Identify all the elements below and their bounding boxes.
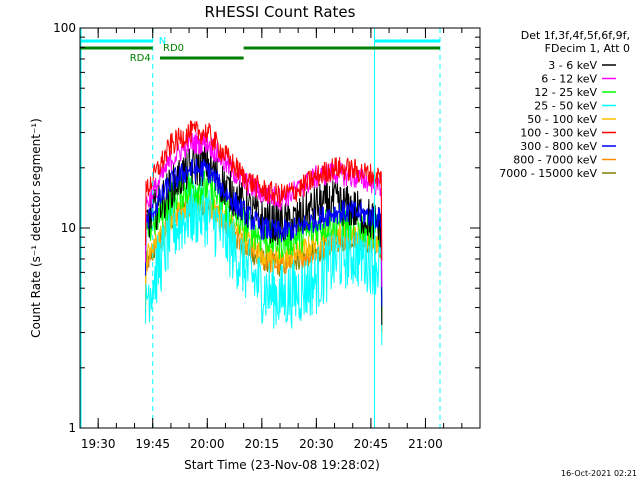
y-tick-label: 100 — [53, 21, 76, 35]
x-tick-label: 19:30 — [81, 437, 116, 451]
legend-label: 800 - 7000 keV — [513, 154, 597, 167]
attenuator-label: RD0 — [163, 43, 184, 54]
series-line-100-300-keV — [144, 120, 383, 261]
legend-label: 6 - 12 keV — [541, 73, 597, 86]
attenuator-label: N — [159, 36, 166, 47]
x-axis-label: Start Time (23-Nov-08 19:28:02) — [184, 458, 380, 472]
footer-timestamp: 16-Oct-2021 02:21 — [561, 469, 637, 478]
x-tick-label: 20:15 — [245, 437, 280, 451]
y-axis-label: Count Rate (s⁻¹ detector segment⁻¹) — [29, 118, 43, 338]
axis-layer: 19:30 19:45 20:00 20:15 20:30 20:45 21:00 1 10 10… — [53, 21, 481, 451]
x-tick-label: 20:30 — [299, 437, 334, 451]
y-tick-label: 1 — [68, 421, 76, 435]
legend-label: 50 - 100 keV — [527, 113, 597, 126]
y-tick-label: 10 — [61, 221, 76, 235]
x-tick-label: 21:00 — [408, 437, 443, 451]
legend-label: 100 - 300 keV — [520, 127, 597, 140]
x-tick-label: 19:45 — [135, 437, 170, 451]
legend-label: 300 - 800 keV — [520, 140, 597, 153]
legend-label: 25 - 50 keV — [534, 100, 597, 113]
legend-header-line-2: FDecim 1, Att 0 — [545, 42, 630, 55]
legend-label: 7000 - 15000 keV — [499, 167, 597, 180]
chart-title: RHESSI Count Rates — [205, 3, 356, 21]
legend-label: 3 - 6 keV — [548, 59, 597, 72]
x-tick-label: 20:45 — [354, 437, 389, 451]
x-tick-label: 20:00 — [190, 437, 225, 451]
legend-header-line-1: Det 1f,3f,4f,5f,6f,9f, — [521, 29, 630, 42]
legend-label: 12 - 25 keV — [534, 86, 597, 99]
attenuator-label: RD4 — [130, 53, 151, 64]
series-line-300-800-keV — [144, 158, 383, 307]
series-layer — [144, 120, 383, 346]
